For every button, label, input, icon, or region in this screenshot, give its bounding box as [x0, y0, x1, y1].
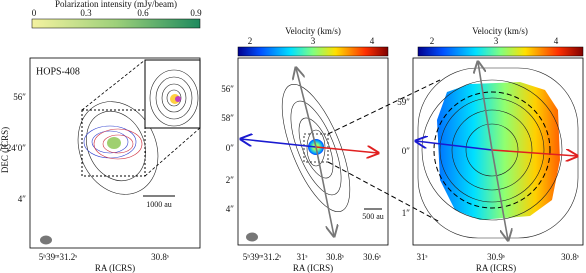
colorbar	[31, 18, 201, 29]
contours	[417, 67, 579, 239]
y-tick-label: 0″	[226, 143, 235, 153]
field-arrow	[478, 62, 493, 151]
zoom-lines	[327, 79, 441, 223]
frame	[237, 57, 389, 246]
outflow-arrow	[241, 139, 317, 148]
panel-3: Velocity (km/s) 2 3 4 59″ 0″ 1″ 31ˢ 30.9…	[397, 26, 584, 273]
x-tick-label: 5ʰ39ᵐ31.2ˢ	[39, 252, 78, 262]
y-tick-label: 4″	[18, 194, 27, 204]
field-arrow	[315, 146, 334, 236]
colorbar-tick: 3	[494, 36, 499, 46]
y-tick-label: 0″	[402, 146, 411, 156]
colorbar-tick: 0.6	[137, 8, 149, 18]
contours	[77, 101, 159, 195]
beam	[246, 232, 258, 242]
y-tick-label: 56″	[13, 92, 26, 102]
y-tick-label: -7°24′0″	[0, 143, 26, 153]
x-tick-label: 5ʰ39ᵐ31.2ˢ	[243, 252, 282, 262]
zoom-lines	[81, 59, 201, 177]
field-arrow	[296, 68, 317, 148]
scalebar-label: 500 au	[362, 212, 384, 221]
beam	[40, 235, 52, 245]
frame	[29, 57, 201, 249]
source-label: HOPS-408	[36, 66, 80, 77]
y-tick-label: 56″	[221, 84, 234, 94]
y-tick-label: 2″	[226, 175, 235, 185]
inset	[144, 59, 201, 129]
frame	[412, 57, 584, 246]
colorbar	[237, 46, 389, 57]
inset-contours	[149, 69, 199, 127]
y-tick-label: 58″	[221, 113, 234, 123]
colorbar	[417, 46, 584, 57]
x-tick-label: 31ˢ	[417, 252, 428, 262]
colorbar-tick: 2	[430, 36, 435, 46]
colorbar-tick: 2	[248, 36, 253, 46]
colorbar-tick: 4	[554, 36, 559, 46]
x-axis-label: RA (ICRS)	[293, 263, 333, 273]
colorbar-tick: 4	[370, 36, 375, 46]
colorbar-label: Polarization intensity (mJy/beam)	[55, 0, 177, 9]
colorbar-label: Velocity (km/s)	[472, 26, 528, 36]
outflow-arrow	[416, 141, 493, 151]
outflow-arrow	[315, 147, 378, 153]
x-tick-label: 30.6ˢ	[363, 252, 381, 262]
outflow-arrow	[491, 150, 577, 156]
colorbar-tick: 3	[311, 36, 316, 46]
x-tick-label: 30.8ˢ	[561, 252, 579, 262]
panel-2: Velocity (km/s) 2 3 4 500 au 56″ 58″ 0″ …	[221, 26, 389, 273]
y-axis-label: DEC (ICRS)	[0, 127, 10, 173]
colorbar-label: Velocity (km/s)	[285, 26, 341, 36]
zoom-box	[81, 109, 146, 177]
x-tick-label: 30.8ˢ	[326, 252, 344, 262]
x-tick-label: 30.9ˢ	[487, 252, 505, 262]
x-axis-label: RA (ICRS)	[476, 263, 516, 273]
colorbar-tick: 0.9	[190, 8, 202, 18]
x-axis-label: RA (ICRS)	[95, 263, 135, 273]
field-arrow	[491, 149, 508, 240]
x-tick-label: 30.8ˢ	[151, 252, 169, 262]
x-tick-label: 31ˢ	[297, 252, 308, 262]
y-tick-label: 1″	[402, 208, 411, 218]
colorbar-tick: 0	[32, 8, 37, 18]
scalebar-label: 1000 au	[146, 200, 172, 209]
panel-1: Polarization intensity (mJy/beam) 0 0.3 …	[0, 0, 202, 273]
colorbar-tick: 0.3	[80, 8, 92, 18]
y-tick-label: 4″	[226, 204, 235, 214]
y-tick-label: 59″	[397, 97, 410, 107]
